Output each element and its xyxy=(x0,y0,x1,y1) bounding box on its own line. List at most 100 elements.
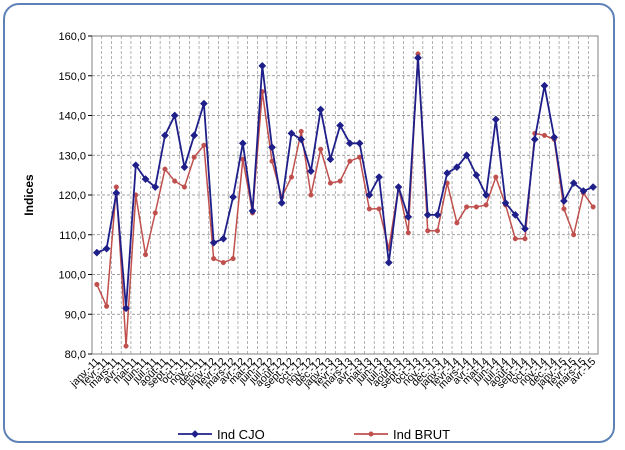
y-tick-label: 160,0 xyxy=(58,31,86,43)
data-point xyxy=(141,175,150,184)
y-tick-label: 110,0 xyxy=(59,230,86,242)
y-tick-label: 100,0 xyxy=(58,270,86,282)
data-point xyxy=(414,53,422,62)
data-point xyxy=(512,236,518,242)
data-point xyxy=(308,192,314,198)
data-point xyxy=(493,174,499,180)
data-point xyxy=(482,191,491,199)
data-point xyxy=(326,155,335,164)
data-point xyxy=(190,131,199,140)
data-point xyxy=(394,183,403,192)
data-point xyxy=(337,178,343,184)
data-point xyxy=(104,303,110,309)
data-point xyxy=(452,163,461,172)
data-point xyxy=(199,99,208,108)
data-point xyxy=(501,198,510,207)
data-point xyxy=(238,139,247,148)
data-point xyxy=(550,133,559,142)
data-point xyxy=(454,220,460,226)
data-point xyxy=(559,197,568,205)
y-tick-label: 90,0 xyxy=(65,309,86,321)
data-point xyxy=(258,61,267,70)
data-point xyxy=(521,224,529,233)
legend-label: Ind CJO xyxy=(217,427,265,442)
axes: 80,0 90,0 100,0 110,0 120,0 130,0 140,0 150,0 16… xyxy=(58,31,598,391)
data-point xyxy=(211,256,217,262)
data-point xyxy=(375,173,384,182)
data-point xyxy=(94,281,100,287)
data-point xyxy=(162,166,168,172)
data-point xyxy=(170,111,179,120)
data-point xyxy=(327,180,333,186)
data-point xyxy=(365,191,374,199)
data-point xyxy=(405,230,411,236)
data-point xyxy=(579,187,588,195)
legend: Ind CJO Ind BRUT xyxy=(178,427,450,442)
data-point xyxy=(540,81,549,90)
data-point xyxy=(102,244,111,253)
data-point xyxy=(433,210,442,219)
data-point xyxy=(318,146,324,152)
data-point xyxy=(92,248,101,257)
data-point xyxy=(472,171,481,180)
y-tick-label: 80,0 xyxy=(65,349,86,361)
series-ind-cjo xyxy=(92,53,598,313)
data-point xyxy=(306,167,315,176)
data-point xyxy=(229,193,238,201)
legend-label: Ind BRUT xyxy=(393,427,450,442)
data-point xyxy=(522,236,528,242)
data-point xyxy=(355,139,364,148)
data-point xyxy=(152,210,158,216)
series xyxy=(92,51,598,349)
data-point xyxy=(316,105,325,114)
data-point xyxy=(423,210,432,219)
data-point xyxy=(151,183,160,192)
y-tick-label: 150,0 xyxy=(58,71,86,83)
data-point xyxy=(434,228,440,234)
data-point xyxy=(462,151,471,160)
y-tick-label: 120,0 xyxy=(58,190,86,202)
data-point xyxy=(287,129,296,138)
data-point xyxy=(230,256,236,262)
data-point xyxy=(277,198,286,207)
data-point xyxy=(571,232,577,238)
data-point xyxy=(384,258,393,267)
data-point xyxy=(268,143,276,152)
data-point xyxy=(172,178,178,184)
data-point xyxy=(511,210,520,219)
data-point xyxy=(201,142,207,148)
data-point xyxy=(142,252,149,258)
data-point xyxy=(288,174,295,180)
series-line xyxy=(96,53,594,347)
data-point xyxy=(483,202,489,208)
data-point xyxy=(336,121,345,130)
data-point xyxy=(541,132,548,138)
data-point xyxy=(473,204,479,210)
series-line xyxy=(96,57,594,309)
data-point xyxy=(569,179,578,188)
data-point xyxy=(123,343,129,349)
data-point xyxy=(191,154,197,160)
legend-marker xyxy=(368,431,374,437)
data-point xyxy=(297,135,306,144)
data-point xyxy=(443,169,452,178)
data-point xyxy=(181,184,187,190)
legend-item: Ind CJO xyxy=(178,427,265,442)
data-point xyxy=(112,189,121,197)
y-tick-label: 130,0 xyxy=(58,150,86,162)
y-tick-label: 140,0 xyxy=(58,111,86,123)
data-point xyxy=(180,163,189,172)
data-point xyxy=(425,228,431,234)
data-point xyxy=(530,135,539,144)
chart-frame xyxy=(3,3,615,443)
data-point xyxy=(590,204,596,210)
data-point xyxy=(347,158,353,164)
data-point xyxy=(113,184,119,190)
data-point xyxy=(248,206,257,215)
data-point xyxy=(561,206,567,212)
grid xyxy=(91,35,599,355)
data-point xyxy=(219,234,228,243)
data-point xyxy=(589,183,598,192)
data-point xyxy=(491,115,500,124)
